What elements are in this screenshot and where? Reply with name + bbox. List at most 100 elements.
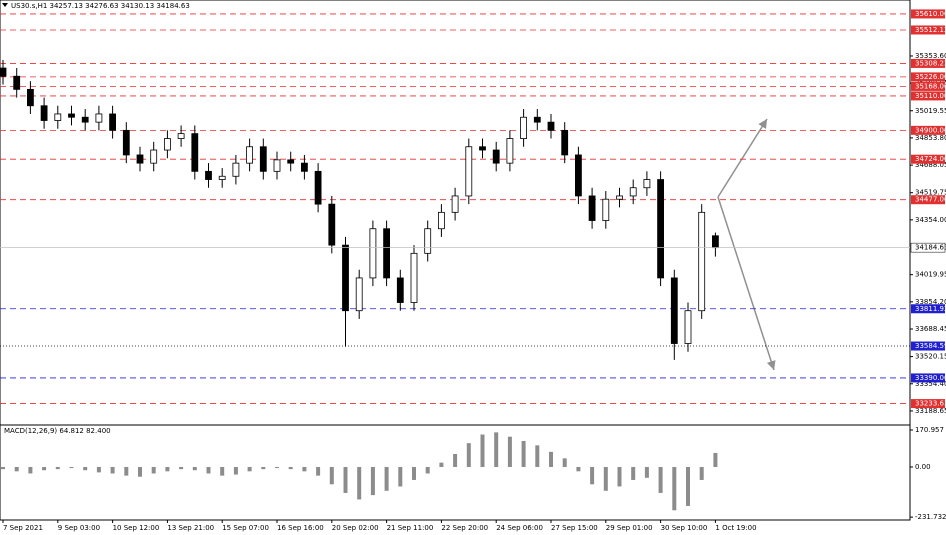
candle-body [0, 67, 7, 77]
level-label: 34900.00 [915, 126, 946, 134]
plot-frame [0, 0, 911, 521]
level-tag [911, 195, 945, 205]
macd-bar [138, 466, 142, 477]
macd-bar [480, 434, 485, 467]
candle-body [300, 162, 308, 172]
y-tick-label: 34853.80 [915, 134, 946, 142]
macd-bar [343, 466, 348, 493]
level-tag [911, 399, 945, 409]
last-price-label: 34184.63 [915, 244, 946, 252]
macd-bar [686, 466, 690, 506]
candle-body [396, 277, 404, 303]
candle-body [328, 203, 336, 246]
macd-bar [398, 466, 403, 487]
chart-title: US30.s,H1 34257.13 34276.63 34130.13 341… [11, 2, 190, 10]
candle-body [191, 133, 199, 172]
arrow-up [717, 118, 768, 198]
level-label: 35610.00 [915, 10, 946, 18]
candle-body [26, 88, 34, 107]
level-tag [911, 304, 945, 314]
candle-body [602, 198, 610, 221]
candle-body [465, 146, 473, 197]
candle-body [657, 179, 664, 279]
candle-body [643, 179, 651, 189]
y-tick-label: 35353.60 [915, 52, 946, 60]
macd-bar [603, 466, 608, 491]
y-tick-label: 35019.55 [915, 107, 946, 115]
last-price-tag [910, 242, 946, 253]
level-tag [911, 91, 945, 101]
macd-bar [699, 466, 704, 480]
level-tag [911, 25, 945, 35]
level-label: 34477.00 [915, 196, 946, 204]
y-tick-label: 33688.45 [915, 325, 946, 333]
y-tick-label: 0.00 [915, 463, 931, 471]
y-tick-label: 170.957 [915, 426, 944, 434]
y-tick-label: 34688.05 [915, 161, 946, 169]
level-tag [911, 81, 945, 91]
macd-bar [233, 466, 238, 475]
candle-body [506, 138, 514, 164]
macd-bar [672, 466, 677, 511]
candle-body [273, 159, 281, 172]
macd-bar [151, 466, 156, 474]
candle-body [588, 195, 596, 221]
macd-bar [110, 466, 115, 474]
level-label: 35168.00 [915, 82, 946, 90]
macd-bar [69, 466, 74, 469]
macd-bar [658, 466, 663, 493]
candle-body [232, 162, 240, 177]
macd-bar [42, 466, 47, 471]
y-tick-label: 34354.00 [915, 216, 946, 224]
macd-bar [165, 466, 170, 472]
candle-body [410, 252, 418, 303]
macd-bar [220, 466, 225, 476]
macd-bar [370, 466, 375, 496]
x-tick-label: 1 Oct 19:00 [715, 524, 756, 532]
x-tick-label: 21 Sep 11:00 [387, 524, 434, 532]
x-tick-label: 13 Sep 21:00 [167, 524, 214, 532]
candle-body [533, 116, 541, 123]
macd-bar [357, 466, 362, 500]
arrow-down [717, 196, 776, 371]
macd-bar [55, 466, 60, 470]
level-label: 33584.59 [915, 342, 946, 350]
candle-body [40, 105, 48, 121]
macd-bar [562, 458, 567, 467]
level-label: 34724.00 [915, 155, 946, 163]
macd-bar [261, 466, 266, 470]
candle-body [355, 277, 363, 312]
candle-body [492, 149, 500, 164]
macd-bar [576, 466, 581, 472]
macd-bar [644, 466, 649, 478]
candle-body [13, 75, 21, 90]
level-tag [911, 373, 945, 383]
candle-body [68, 113, 75, 118]
level-tag [911, 154, 945, 164]
y-tick-label: 34519.75 [915, 189, 946, 197]
menu-icon[interactable] [2, 3, 8, 7]
macd-bar [631, 466, 636, 480]
candle-body [122, 129, 130, 156]
candle-body [547, 121, 555, 131]
macd-bar [14, 466, 19, 472]
candle-body [314, 170, 322, 205]
macd-bar [590, 466, 595, 485]
x-tick-label: 9 Sep 03:00 [58, 524, 100, 532]
macd-bar [549, 451, 553, 467]
macd-bar [453, 453, 458, 467]
level-label: 33233.63 [915, 400, 946, 408]
level-tag [911, 9, 945, 19]
y-tick-label: 34019.95 [915, 271, 946, 279]
macd-bar [425, 466, 430, 474]
level-label: 33390.00 [915, 374, 946, 382]
x-tick-label: 7 Sep 2021 [3, 524, 43, 532]
macd-bar [302, 466, 307, 472]
y-tick-label: -231.732 [915, 513, 946, 521]
candle-body [136, 154, 144, 164]
x-tick-label: 27 Sep 15:00 [551, 524, 598, 532]
candle-body [437, 211, 445, 230]
candle-body [54, 113, 62, 121]
candle-body [369, 228, 377, 279]
